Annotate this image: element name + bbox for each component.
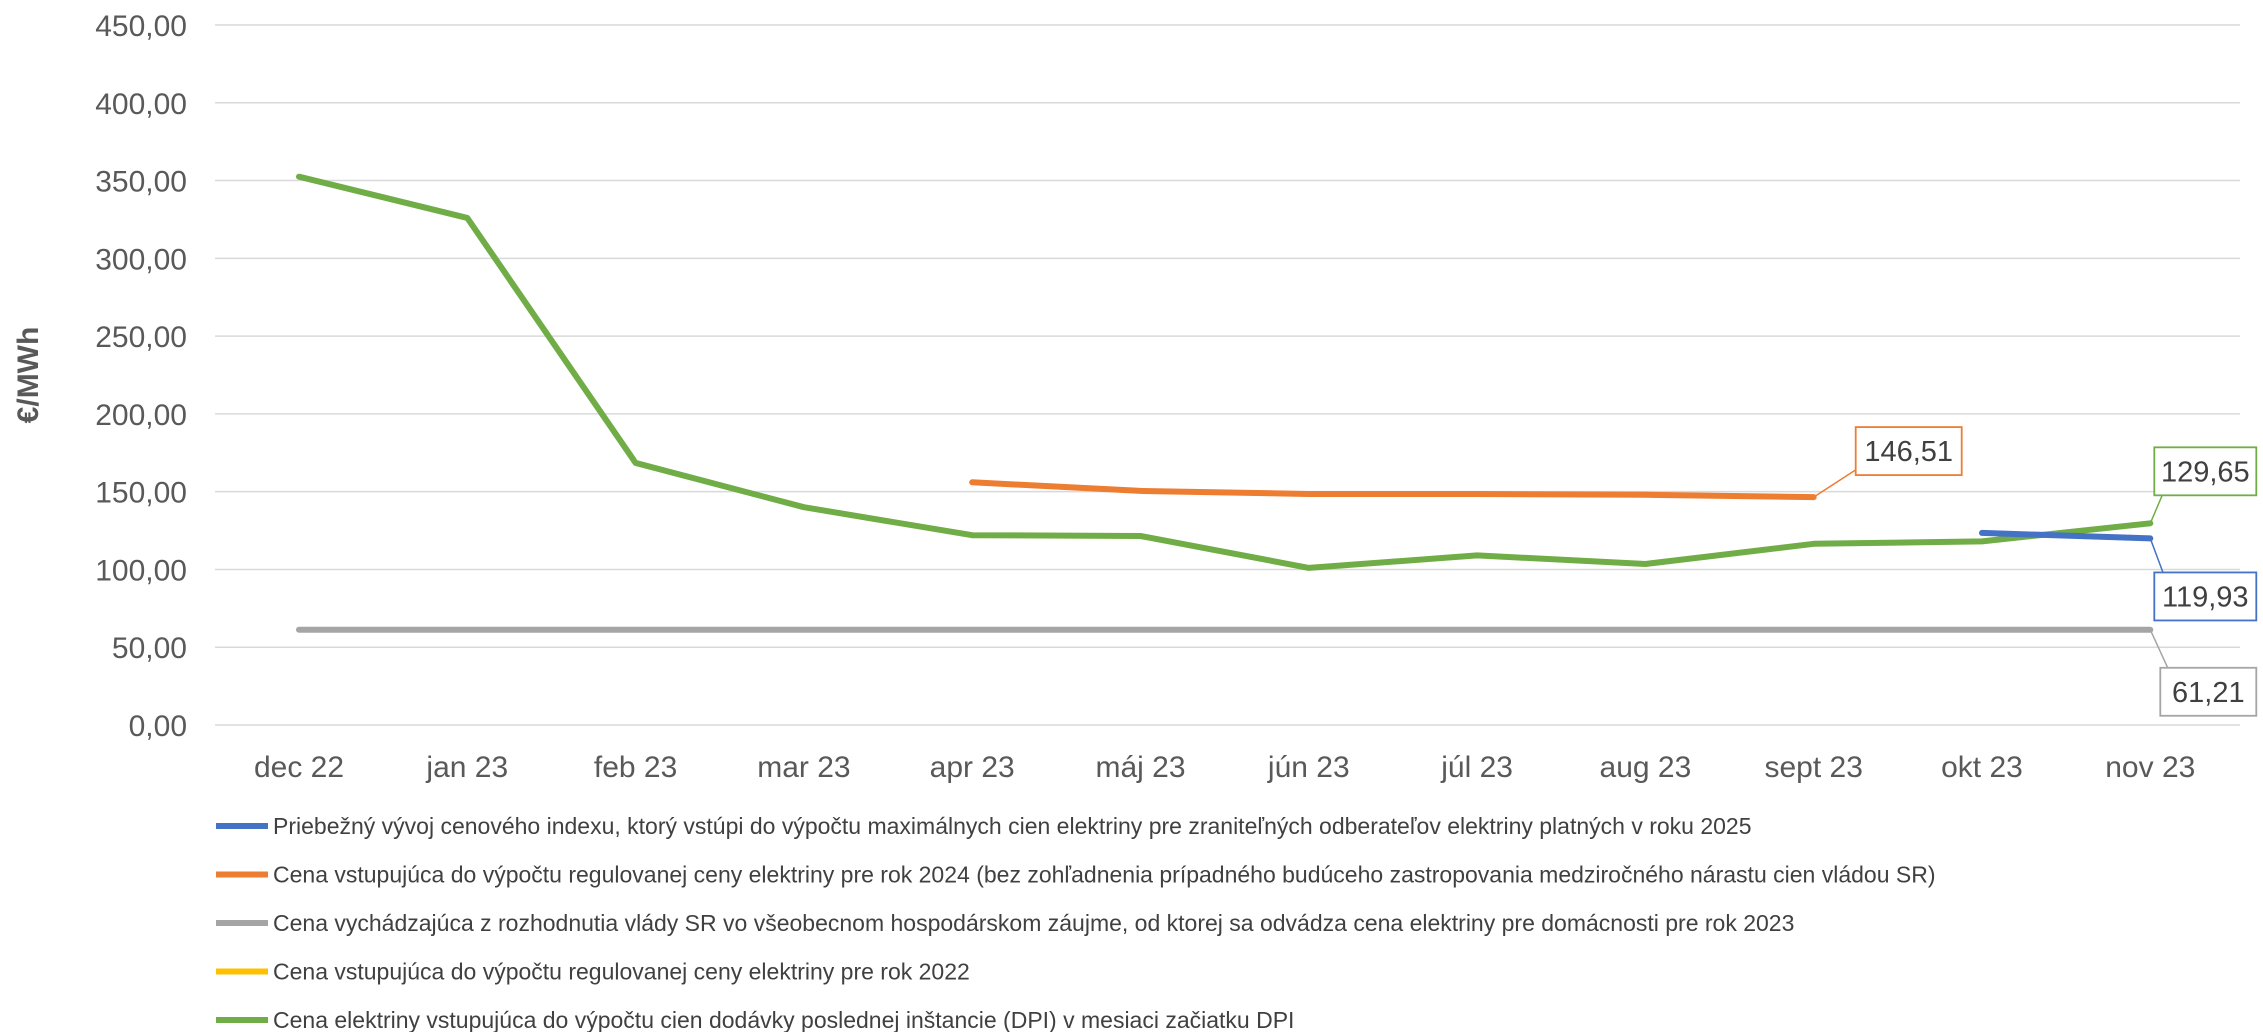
y-tick-label: 400,00 (95, 88, 187, 121)
y-tick-label: 350,00 (95, 166, 187, 199)
x-tick-label: feb 23 (594, 751, 677, 784)
x-axis-ticks: dec 22 jan 23 feb 23 mar 23 apr 23 máj 23 jún … (254, 751, 2195, 784)
legend-entry: Cena vstupujúca do výpočtu regulovanej c… (273, 959, 970, 985)
x-tick-label: dec 22 (254, 751, 344, 784)
legend-entry: Priebežný vývoj cenového indexu, ktorý v… (273, 813, 1752, 839)
series-line-0 (1979, 529, 2154, 542)
data-label: 129,65 (2161, 456, 2250, 488)
legend-entry: Cena elektriny vstupujúca do výpočtu cie… (273, 1007, 1294, 1032)
x-tick-label: jan 23 (425, 751, 508, 784)
data-label: 146,51 (1864, 436, 1953, 468)
x-tick-label: aug 23 (1600, 751, 1692, 784)
y-tick-label: 250,00 (95, 321, 187, 354)
series-line-4 (296, 173, 2154, 571)
legend-entry: Cena vychádzajúca z rozhodnutia vlády SR… (273, 910, 1794, 936)
x-tick-label: jún 23 (1267, 751, 1350, 784)
x-tick-label: júl 23 (1440, 751, 1513, 784)
x-tick-label: sept 23 (1764, 751, 1862, 784)
y-tick-label: 150,00 (95, 477, 187, 510)
data-label: 119,93 (2162, 581, 2249, 613)
y-tick-label: 300,00 (95, 243, 187, 276)
data-label-callouts: 119,93 146,51 61,21 129,65 (1813, 426, 2258, 717)
y-tick-label: 450,00 (95, 10, 187, 43)
callout-box (2153, 571, 2258, 622)
series-line-1 (969, 479, 1817, 501)
data-label: 61,21 (2172, 677, 2245, 709)
x-tick-label: mar 23 (757, 751, 850, 784)
y-tick-label: 100,00 (95, 554, 187, 587)
x-tick-label: apr 23 (930, 751, 1015, 784)
callout-box (2153, 446, 2258, 497)
gridlines (215, 24, 2240, 726)
callout-box (2159, 666, 2258, 717)
x-tick-label: okt 23 (1941, 751, 2023, 784)
x-tick-label: nov 23 (2105, 751, 2195, 784)
callout-box (1854, 426, 1963, 476)
y-axis-label: €/MWh (12, 327, 45, 424)
y-tick-label: 0,00 (129, 710, 187, 743)
y-tick-label: 200,00 (95, 399, 187, 432)
y-axis-ticks: 0,00 50,00 100,00 150,00 200,00 250,00 300,00 3… (95, 10, 187, 743)
legend-entry: Cena vstupujúca do výpočtu regulovanej c… (273, 862, 1935, 888)
x-tick-label: máj 23 (1095, 751, 1185, 784)
legend: Priebežný vývoj cenového indexu, ktorý v… (216, 813, 1935, 1032)
y-tick-label: 50,00 (112, 632, 187, 665)
series-lines (296, 173, 2154, 633)
